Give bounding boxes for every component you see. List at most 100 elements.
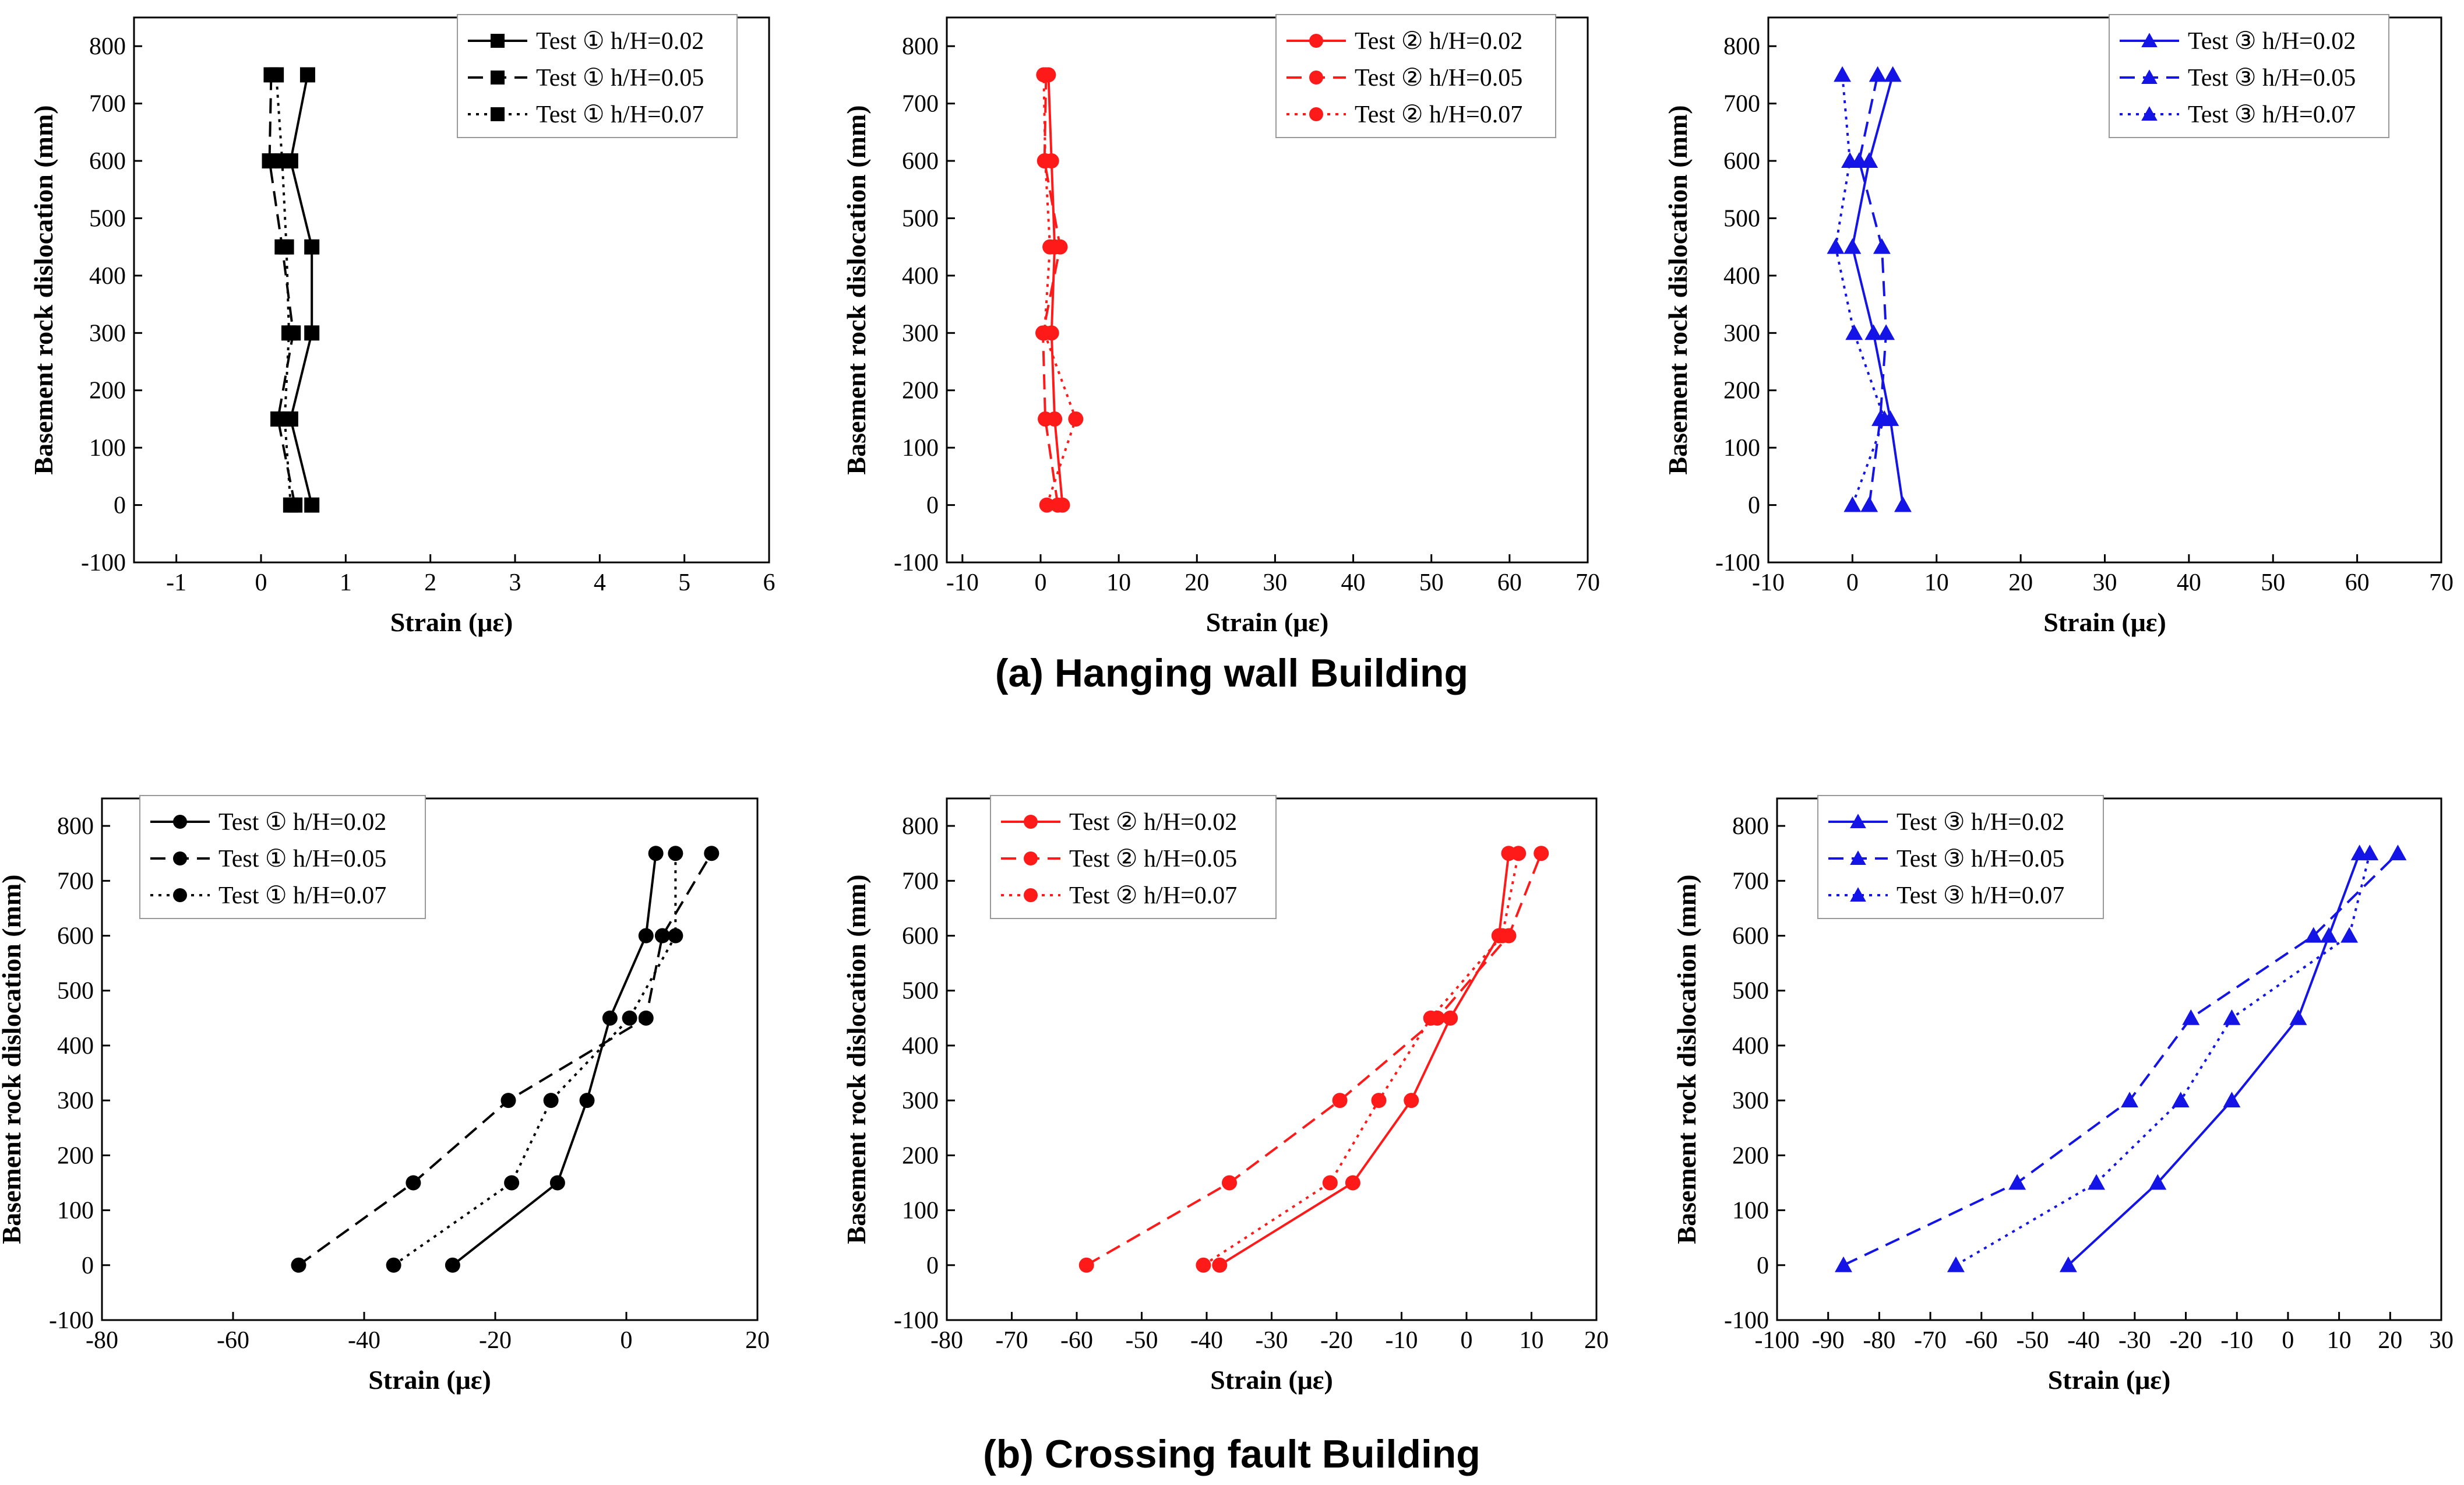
data-point	[638, 1010, 654, 1026]
x-tick-label: 0	[1461, 1327, 1473, 1354]
data-point	[1039, 497, 1055, 513]
data-point	[638, 928, 654, 944]
data-point	[2304, 927, 2322, 943]
data-point	[283, 497, 298, 513]
legend-marker	[1309, 34, 1323, 48]
legend-marker	[1850, 887, 1866, 902]
x-tick-label: 50	[2261, 569, 2285, 596]
y-tick-label: 700	[89, 91, 126, 118]
x-axis-title: Strain (με)	[368, 1365, 491, 1395]
legend-marker	[2141, 33, 2158, 48]
data-point	[2223, 1092, 2241, 1108]
series-line	[452, 853, 657, 1266]
x-tick-label: 30	[2429, 1327, 2454, 1354]
series-line	[393, 853, 677, 1266]
data-point	[1534, 846, 1549, 861]
series-1	[2059, 844, 2368, 1272]
y-axis-title: Basement rock dislocation (mm)	[841, 874, 871, 1244]
legend-entry: Test ③ h/H=0.05	[1897, 846, 2064, 872]
plot-frame	[1776, 797, 2442, 1321]
y-tick-label: -100	[894, 550, 939, 576]
y-tick-label: 200	[57, 1142, 94, 1169]
legend-box	[990, 795, 1277, 919]
series-line	[289, 75, 313, 506]
series-2	[1078, 846, 1549, 1273]
x-tick-label: 10	[1106, 569, 1131, 596]
x-tick-label: -60	[1965, 1327, 1998, 1354]
y-tick-label: 800	[57, 813, 94, 840]
data-point	[2008, 1174, 2026, 1190]
chart-1: -1 0 1 2 3 4 5 6 -100 0 100 200 300 400 500 600 700 800 St…	[29, 14, 775, 637]
series-line	[1834, 75, 1886, 506]
y-axis-title: Basement rock dislocation (mm)	[1663, 105, 1693, 474]
x-tick-label: -40	[2067, 1327, 2100, 1354]
data-point	[1078, 1257, 1094, 1273]
x-tick-label: -20	[2170, 1327, 2202, 1354]
series-line	[1851, 74, 1904, 505]
legend-entry: Test ③ h/H=0.07	[2188, 101, 2356, 128]
y-tick-label: -100	[1724, 1307, 1769, 1334]
y-tick-label: 100	[902, 1198, 939, 1224]
data-point	[2340, 927, 2359, 943]
data-point	[445, 1257, 460, 1273]
x-axis-title: Strain (με)	[390, 607, 513, 637]
legend-marker	[2141, 106, 2158, 121]
y-tick-label: 500	[902, 205, 939, 232]
data-point	[304, 325, 320, 341]
chart-3: -10 0 10 20 30 40 50 60 70-100010020030040050060…	[1663, 14, 2454, 637]
data-point	[1322, 1175, 1338, 1191]
y-tick-label: 400	[1732, 1033, 1769, 1060]
x-tick-label: -90	[1812, 1327, 1845, 1354]
y-tick-label: 100	[89, 435, 126, 462]
y-tick-label: 600	[902, 923, 939, 950]
data-point	[279, 239, 294, 255]
legend-box	[2109, 14, 2389, 138]
x-tick-label: 2	[424, 569, 436, 596]
y-tick-label: 600	[1732, 923, 1769, 950]
plot-frame	[101, 797, 759, 1321]
y-tick-label: 200	[89, 378, 126, 404]
data-point	[2361, 844, 2379, 861]
legend: Test ③ h/H=0.02 Test ③ h/H=0.05 Test ③ h/H…	[1817, 795, 2104, 919]
x-tick-label: -10	[946, 569, 979, 596]
series-line	[1843, 852, 2399, 1266]
series-line	[1203, 853, 1520, 1266]
x-tick-label: -80	[930, 1327, 963, 1354]
series-2	[291, 846, 720, 1273]
series-line	[268, 75, 297, 505]
legend-entry: Test ① h/H=0.02	[536, 28, 704, 55]
y-tick-label: 600	[57, 923, 94, 950]
x-tick-label: -70	[996, 1327, 1028, 1354]
data-point	[1038, 411, 1053, 427]
x-axis-title: Strain (με)	[1210, 1365, 1333, 1395]
x-tick-label: 1	[340, 569, 352, 596]
legend: Test ③ h/H=0.02 Test ③ h/H=0.05 Test ③ h/H…	[2109, 14, 2389, 138]
data-point	[1845, 324, 1863, 340]
data-point	[549, 1175, 565, 1191]
data-point	[1827, 238, 1845, 254]
y-tick-label: 200	[1732, 1142, 1769, 1169]
y-tick-label: 700	[57, 868, 94, 895]
data-point	[2172, 1092, 2190, 1108]
data-point	[304, 239, 320, 255]
data-point	[1068, 411, 1084, 427]
y-tick-label: 400	[902, 1033, 939, 1060]
data-point	[2223, 1009, 2241, 1025]
data-point	[1843, 238, 1862, 254]
data-point	[1345, 1175, 1360, 1191]
x-tick-label: -70	[1914, 1327, 1947, 1354]
legend: Test ① h/H=0.02 Test ① h/H=0.05 Test ① h/H…	[457, 14, 738, 138]
data-point	[622, 1010, 637, 1026]
data-point	[274, 153, 290, 169]
legend: Test ② h/H=0.02 Test ② h/H=0.05 Test ② h/H…	[990, 795, 1277, 919]
legend-entry: Test ③ h/H=0.05	[2188, 65, 2356, 92]
data-point	[1834, 66, 1851, 82]
x-tick-label: 4	[594, 569, 606, 596]
x-tick-label: 70	[2429, 569, 2454, 596]
legend-marker	[1024, 888, 1038, 902]
data-point	[262, 153, 277, 169]
legend-marker	[1850, 814, 1866, 829]
x-tick-label: 0	[2282, 1327, 2294, 1354]
legend-entry: Test ③ h/H=0.07	[1897, 882, 2064, 909]
